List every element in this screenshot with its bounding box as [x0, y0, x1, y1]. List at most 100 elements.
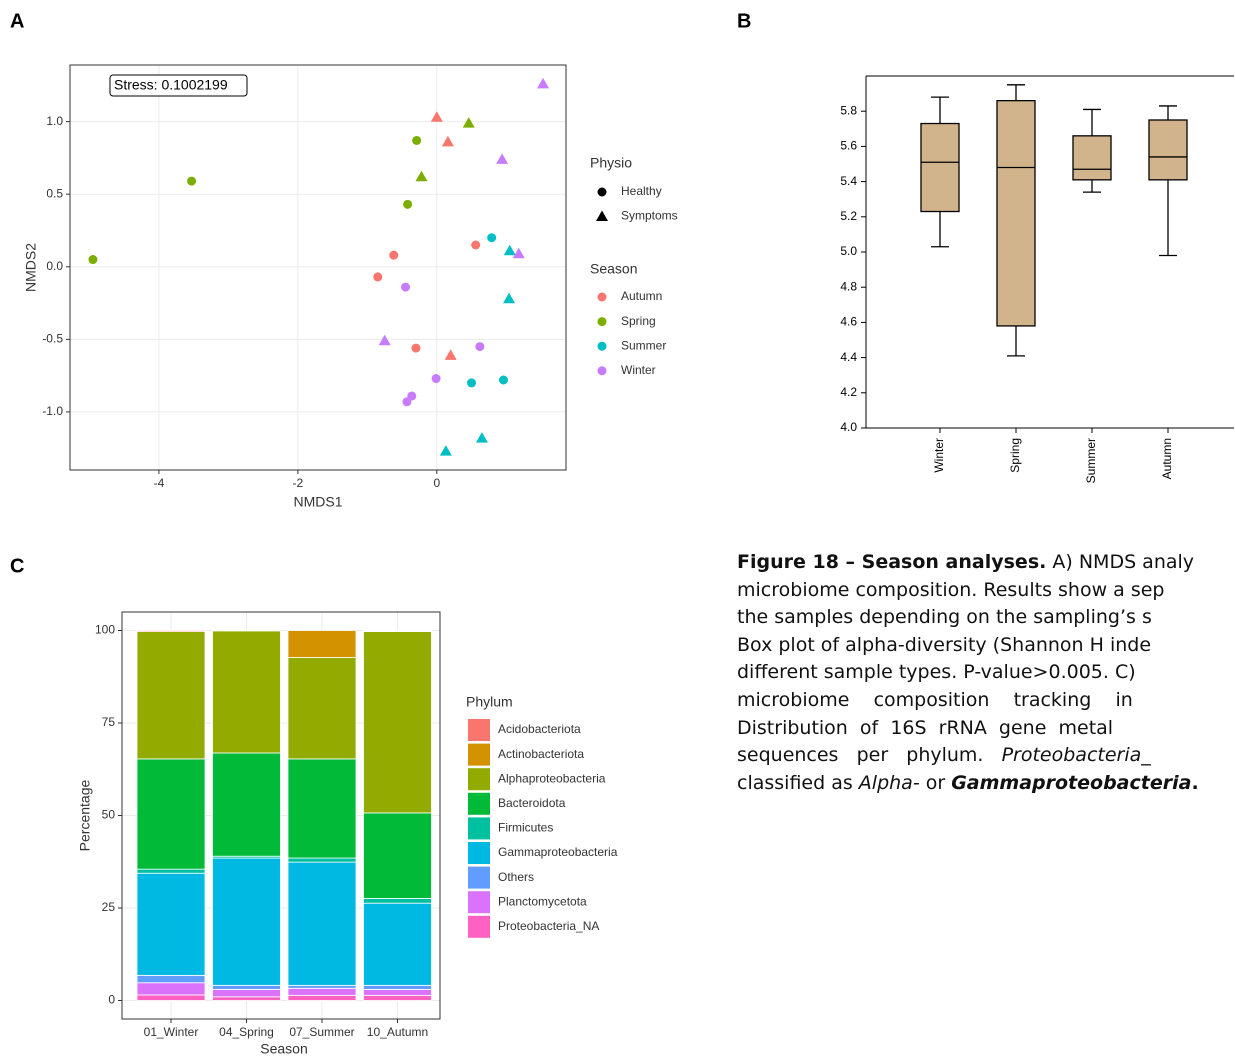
point [499, 376, 508, 385]
caption-text: sequences per phylum. [737, 744, 1002, 766]
panel-label: A [10, 10, 24, 32]
y-tick-label: 4.4 [840, 350, 857, 364]
box [1149, 120, 1187, 180]
box [1073, 136, 1111, 180]
caption-line: Distribution of 16S rRNA gene metal [737, 715, 1235, 743]
legend-label: Summer [621, 338, 666, 352]
bar-segment [213, 985, 281, 989]
point [402, 397, 411, 406]
bar-segment [364, 813, 432, 898]
bar-segment [137, 983, 205, 995]
caption-line: sequences per phylum. Proteobacteria_ [737, 742, 1235, 770]
caption-text: microbiome composition. Results show a s… [737, 579, 1165, 601]
caption-text: microbiome composition tracking in [737, 689, 1133, 711]
bar-segment [213, 753, 281, 856]
legend-key [468, 817, 490, 839]
point [432, 374, 441, 383]
figure-caption: Figure 18 – Season analyses. A) NMDS ana… [737, 549, 1235, 797]
legend-label: Symptoms [621, 209, 678, 223]
caption-text: Box plot of alpha-diversity (Shannon H i… [737, 634, 1151, 656]
caption-line: microbiome composition tracking in [737, 687, 1235, 715]
bar-segment [288, 995, 356, 1000]
legend-title: Phylum [466, 694, 513, 710]
legend-key [468, 793, 490, 815]
caption-text: the samples depending on the sampling’s … [737, 606, 1152, 628]
box [921, 124, 959, 212]
y-tick-label: 5.0 [840, 244, 857, 258]
legend-key [468, 768, 490, 790]
caption-text: different sample types. P-value>0.005. C… [737, 661, 1136, 683]
legend-title: Physio [590, 155, 632, 171]
caption-text: classified as [737, 772, 859, 794]
legend-label: Winter [621, 363, 656, 377]
plot-panel [70, 65, 566, 470]
y-tick-label: 5.8 [840, 103, 857, 117]
bar-segment [364, 631, 432, 632]
y-tick-label: -0.5 [42, 332, 63, 346]
legend-label: Bacteroidota [498, 796, 566, 810]
y-tick-label: 1.0 [46, 114, 63, 128]
y-tick-label: 4.6 [840, 315, 857, 329]
caption-text: Alpha- [859, 772, 920, 794]
bar-segment [137, 873, 205, 975]
bar-segment [213, 997, 281, 1001]
legend-label: Actinobacteriota [498, 747, 584, 761]
caption-line: Box plot of alpha-diversity (Shannon H i… [737, 632, 1235, 660]
x-tick-label: -2 [293, 476, 304, 490]
point [412, 136, 421, 145]
caption-text: Proteobacteria_ [1002, 744, 1151, 766]
bar-segment [288, 631, 356, 658]
bar-segment [213, 858, 281, 985]
bar-segment [137, 759, 205, 869]
legend-label: Autumn [621, 289, 662, 303]
bar-segment [213, 989, 281, 996]
legend-label: Acidobacteriota [498, 722, 581, 736]
legend-key [468, 719, 490, 741]
legend-key [596, 211, 608, 222]
caption-line: Figure 18 – Season analyses. A) NMDS ana… [737, 549, 1235, 577]
point [467, 378, 476, 387]
legend-label: Gammaproteobacteria [498, 845, 618, 859]
y-tick-label: -1.0 [42, 404, 63, 418]
x-tick-label: 01_Winter [144, 1025, 199, 1039]
bar-segment [364, 989, 432, 995]
legend-key [598, 293, 607, 302]
caption-line: the samples depending on the sampling’s … [737, 604, 1235, 632]
bar-segment [137, 631, 205, 632]
x-axis-title: NMDS1 [293, 494, 342, 510]
caption-line: classified as Alpha- or Gammaproteobacte… [737, 770, 1235, 798]
caption-text: Distribution of 16S rRNA gene metal [737, 717, 1113, 739]
panel-label: C [10, 555, 24, 577]
x-tick-label: 10_Autumn [367, 1025, 428, 1039]
bar-segment [213, 631, 281, 753]
legend-label: Proteobacteria_NA [498, 919, 599, 933]
caption-text: A) NMDS analy [1046, 551, 1194, 573]
y-tick-label: 0 [108, 993, 115, 1007]
caption-text: . [1191, 772, 1198, 794]
x-tick-label: Winter [932, 438, 946, 473]
point [88, 255, 97, 264]
y-tick-label: 4.0 [840, 420, 857, 434]
caption-line: microbiome composition. Results show a s… [737, 577, 1235, 605]
point [471, 241, 480, 250]
legend-key [598, 366, 607, 375]
y-tick-label: 5.6 [840, 139, 857, 153]
box [997, 101, 1035, 326]
bar-segment [288, 862, 356, 985]
point [403, 200, 412, 209]
bar-segment [288, 988, 356, 995]
y-tick-label: 100 [95, 623, 115, 637]
point [389, 251, 398, 260]
legend-key [468, 744, 490, 766]
point [401, 283, 410, 292]
bar-segment [288, 658, 356, 759]
legend-key [468, 916, 490, 938]
legend-key [598, 317, 607, 326]
legend-label: Spring [621, 314, 656, 328]
legend-label: Firmicutes [498, 821, 553, 835]
bar-segment [364, 632, 432, 813]
bar-segment [364, 995, 432, 1000]
y-tick-label: 5.4 [840, 174, 857, 188]
legend-title: Season [590, 261, 637, 277]
